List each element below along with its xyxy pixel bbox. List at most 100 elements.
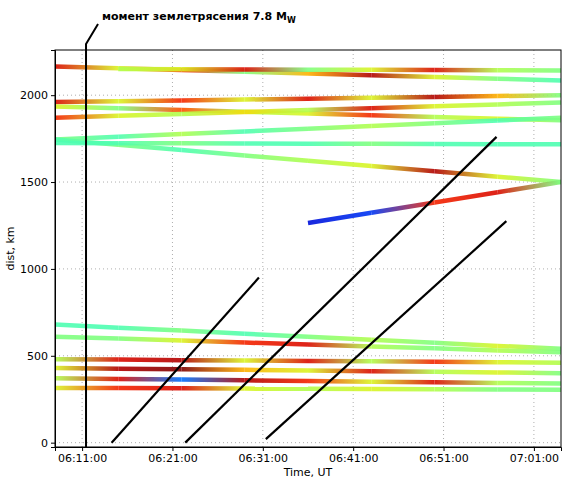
trace-segment xyxy=(118,145,181,150)
trace-segment xyxy=(245,67,308,72)
trace-segment xyxy=(435,192,498,202)
trace-segment xyxy=(371,379,434,384)
trace-segment xyxy=(182,386,245,391)
trace-segment xyxy=(498,370,561,375)
tick-mark xyxy=(51,182,55,183)
trace xyxy=(55,368,561,373)
trace xyxy=(55,359,561,362)
tick: 07:01:00 xyxy=(510,447,559,465)
trace-segment xyxy=(498,79,561,81)
trace-segment xyxy=(182,358,245,363)
trace-segment xyxy=(498,387,561,392)
trace-segment xyxy=(245,96,308,101)
trace-segment xyxy=(245,110,308,112)
trace xyxy=(55,106,561,120)
tick-mark xyxy=(51,269,55,270)
trace-segment xyxy=(371,340,434,343)
trace-segment xyxy=(435,370,498,375)
annotation: момент землетрясения 7.8 MW xyxy=(102,10,296,25)
trace-segment xyxy=(498,182,561,192)
grid-line xyxy=(55,442,561,443)
grid-line xyxy=(55,182,561,183)
tick-label: 0 xyxy=(41,437,48,450)
tick: 2000 xyxy=(20,89,55,102)
tick: 06:11:00 xyxy=(58,447,107,465)
tick: 06:51:00 xyxy=(419,447,468,465)
trace-segment xyxy=(308,141,371,146)
trace-segment xyxy=(498,346,561,349)
trace-segment xyxy=(308,73,371,75)
plot-area xyxy=(55,67,561,443)
trace xyxy=(55,102,561,117)
trace-segment xyxy=(498,93,561,98)
trace-segment xyxy=(498,68,561,73)
trace-segment xyxy=(498,360,561,365)
trace xyxy=(55,67,561,81)
trace-segment xyxy=(498,119,561,121)
trace-segment xyxy=(308,96,371,101)
trace xyxy=(55,378,561,383)
tick-mark xyxy=(172,447,173,451)
trace-segment xyxy=(498,118,561,121)
tick-label: 500 xyxy=(27,350,48,363)
trace-segment xyxy=(308,387,371,392)
trace-segment xyxy=(182,141,245,146)
grid xyxy=(55,50,561,447)
trace-segment xyxy=(118,366,181,371)
trace-segment xyxy=(498,350,561,352)
trace-segment xyxy=(435,121,498,124)
trace xyxy=(55,139,561,182)
trace-segment xyxy=(182,377,245,382)
trace-segment xyxy=(118,141,181,146)
trace-segment xyxy=(245,141,308,146)
trace-segment xyxy=(308,161,371,166)
plot-frame xyxy=(55,50,561,447)
axis-line xyxy=(51,51,56,448)
trace-segment xyxy=(308,359,371,364)
trace-segment xyxy=(118,98,181,103)
trace-segment xyxy=(498,142,561,147)
trace-segment xyxy=(308,213,371,223)
trace-segment xyxy=(435,360,498,365)
trace-segment xyxy=(118,67,181,72)
trace-segment xyxy=(371,106,434,108)
grid-line xyxy=(55,355,561,356)
trace-segment xyxy=(435,387,498,392)
trace xyxy=(55,118,561,140)
chart: 06:11:0006:21:0006:31:0006:41:0006:51:00… xyxy=(0,0,575,481)
trace-segment xyxy=(245,386,308,391)
trace-segment xyxy=(308,108,371,110)
trace-segment xyxy=(245,368,308,373)
trace-segment xyxy=(118,114,181,116)
tick-mark xyxy=(353,447,354,451)
tick-label: 06:11:00 xyxy=(58,452,107,465)
trace-segment xyxy=(308,67,371,72)
trace-segment xyxy=(182,131,245,134)
trace-segment xyxy=(435,343,498,346)
trace xyxy=(55,325,561,349)
trace-segment xyxy=(118,377,181,382)
trace-segment xyxy=(435,77,498,79)
tick-mark xyxy=(51,356,55,357)
trace-segment xyxy=(308,379,371,384)
trace xyxy=(55,337,561,353)
tick: 500 xyxy=(27,350,55,363)
tick-mark xyxy=(51,95,55,96)
tick-label: 07:01:00 xyxy=(510,452,559,465)
trace-segment xyxy=(371,68,434,73)
trace-segment xyxy=(118,108,181,110)
trace-segment xyxy=(182,112,245,114)
event-line xyxy=(86,24,98,447)
trace-segment xyxy=(182,340,245,342)
trace-segment xyxy=(498,177,561,182)
trace-segment xyxy=(118,386,181,391)
trace-segment xyxy=(435,380,498,385)
tick: 1000 xyxy=(20,263,55,276)
trace-segment xyxy=(245,358,308,363)
trace-segment xyxy=(371,359,434,364)
tick: 0 xyxy=(41,437,55,450)
trace-segment xyxy=(118,134,181,137)
axis-line xyxy=(56,448,562,452)
x-axis-title: Time, UT xyxy=(283,466,333,479)
y-axis-title: dist, km xyxy=(4,226,17,270)
